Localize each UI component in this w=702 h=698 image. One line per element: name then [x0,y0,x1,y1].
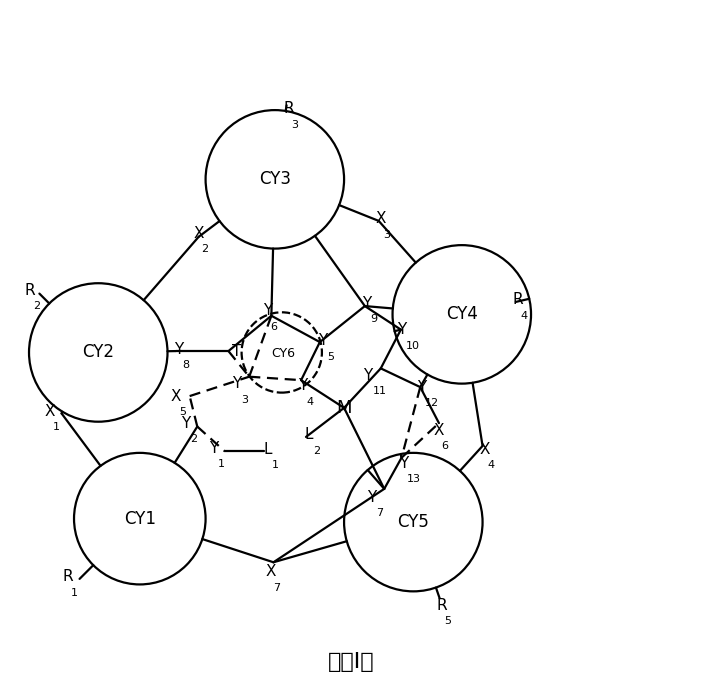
Text: 3: 3 [291,120,298,130]
Text: 11: 11 [373,387,387,396]
Text: 12: 12 [425,398,439,408]
Text: Y: Y [399,456,409,470]
Text: 2: 2 [313,446,320,456]
Text: CY3: CY3 [259,170,291,188]
Text: 3: 3 [383,230,390,240]
Text: CY1: CY1 [124,510,156,528]
Text: 4: 4 [521,311,528,321]
Text: CY2: CY2 [82,343,114,362]
Text: R: R [283,101,293,117]
Text: X: X [193,226,204,241]
Text: 1: 1 [272,461,279,470]
Text: 7: 7 [376,508,383,518]
Text: Y: Y [417,380,426,394]
Text: Y: Y [263,304,272,318]
Text: 4: 4 [487,461,494,470]
Text: 2: 2 [201,244,208,255]
Text: Y: Y [173,341,183,357]
Text: CY5: CY5 [397,513,429,531]
Text: T: T [232,343,241,359]
Text: R: R [24,283,35,297]
Text: X: X [265,565,276,579]
Text: 5: 5 [327,352,334,362]
Text: Y: Y [362,296,371,311]
Text: R: R [512,292,523,307]
Text: X: X [376,211,385,226]
Text: 1: 1 [53,422,60,432]
Text: 1: 1 [71,588,78,598]
Text: X: X [171,389,181,403]
Text: L: L [263,442,272,457]
Text: 1: 1 [218,459,225,469]
Text: 7: 7 [274,583,281,593]
Text: R: R [436,597,446,613]
Text: Y: Y [209,440,218,456]
Text: X: X [433,422,444,438]
Text: 6: 6 [442,441,449,451]
Text: 式（I）: 式（I） [328,652,374,672]
Text: 4: 4 [307,396,314,407]
Text: L: L [305,427,313,443]
Text: Y: Y [397,322,406,337]
Text: Y: Y [298,378,307,393]
Text: M: M [336,399,352,417]
Text: 5: 5 [179,407,186,417]
Text: 6: 6 [270,322,277,332]
Text: R: R [62,570,73,584]
Text: X: X [479,442,489,457]
Text: 2: 2 [33,302,40,311]
Text: 10: 10 [406,341,420,350]
Text: CY4: CY4 [446,306,478,323]
Text: Y: Y [364,368,373,383]
Text: CY6: CY6 [271,348,295,360]
Text: Y: Y [367,490,376,505]
Text: 9: 9 [371,314,378,325]
Text: 13: 13 [406,475,420,484]
Text: Y: Y [319,333,328,348]
Text: 2: 2 [190,434,197,444]
Text: Y: Y [181,415,191,431]
Text: 8: 8 [182,360,189,370]
Text: 5: 5 [444,616,451,626]
Text: 3: 3 [241,394,248,405]
Text: Y: Y [232,376,241,391]
Text: X: X [44,404,55,419]
